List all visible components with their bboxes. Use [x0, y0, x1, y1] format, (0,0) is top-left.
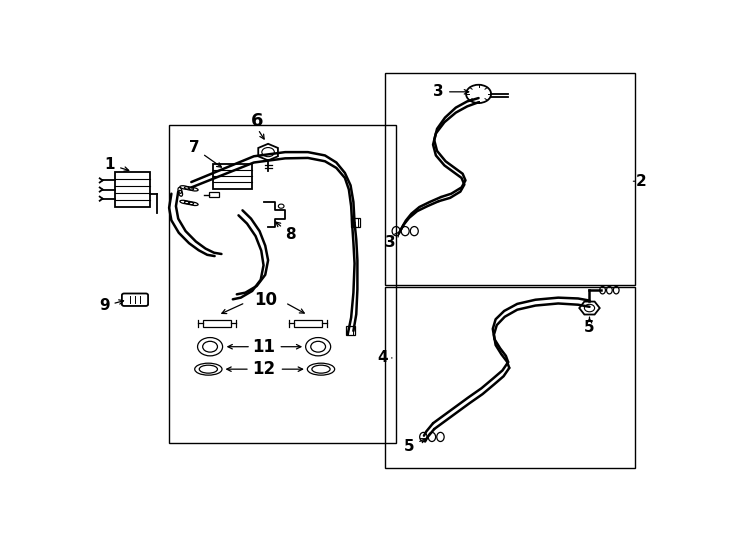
- Bar: [214, 164, 252, 188]
- Text: 11: 11: [252, 338, 275, 356]
- Bar: [294, 320, 322, 327]
- Text: 10: 10: [254, 291, 277, 309]
- Text: 2: 2: [636, 174, 646, 188]
- Text: 8: 8: [276, 222, 296, 242]
- Text: 3: 3: [385, 232, 399, 250]
- Text: 6: 6: [250, 112, 263, 130]
- Text: 1: 1: [105, 157, 128, 172]
- Text: 5: 5: [404, 438, 425, 454]
- Bar: [385, 73, 635, 285]
- Text: 9: 9: [99, 299, 123, 313]
- Text: 7: 7: [189, 140, 222, 167]
- Text: 12: 12: [252, 360, 276, 378]
- Bar: [203, 320, 231, 327]
- Bar: [169, 125, 396, 443]
- Bar: [385, 287, 635, 468]
- Text: 5: 5: [584, 318, 595, 335]
- Bar: [346, 326, 355, 335]
- Text: 3: 3: [434, 84, 469, 99]
- Bar: [209, 192, 219, 197]
- Bar: [115, 172, 150, 207]
- Bar: [351, 218, 360, 227]
- Text: 4: 4: [377, 350, 388, 366]
